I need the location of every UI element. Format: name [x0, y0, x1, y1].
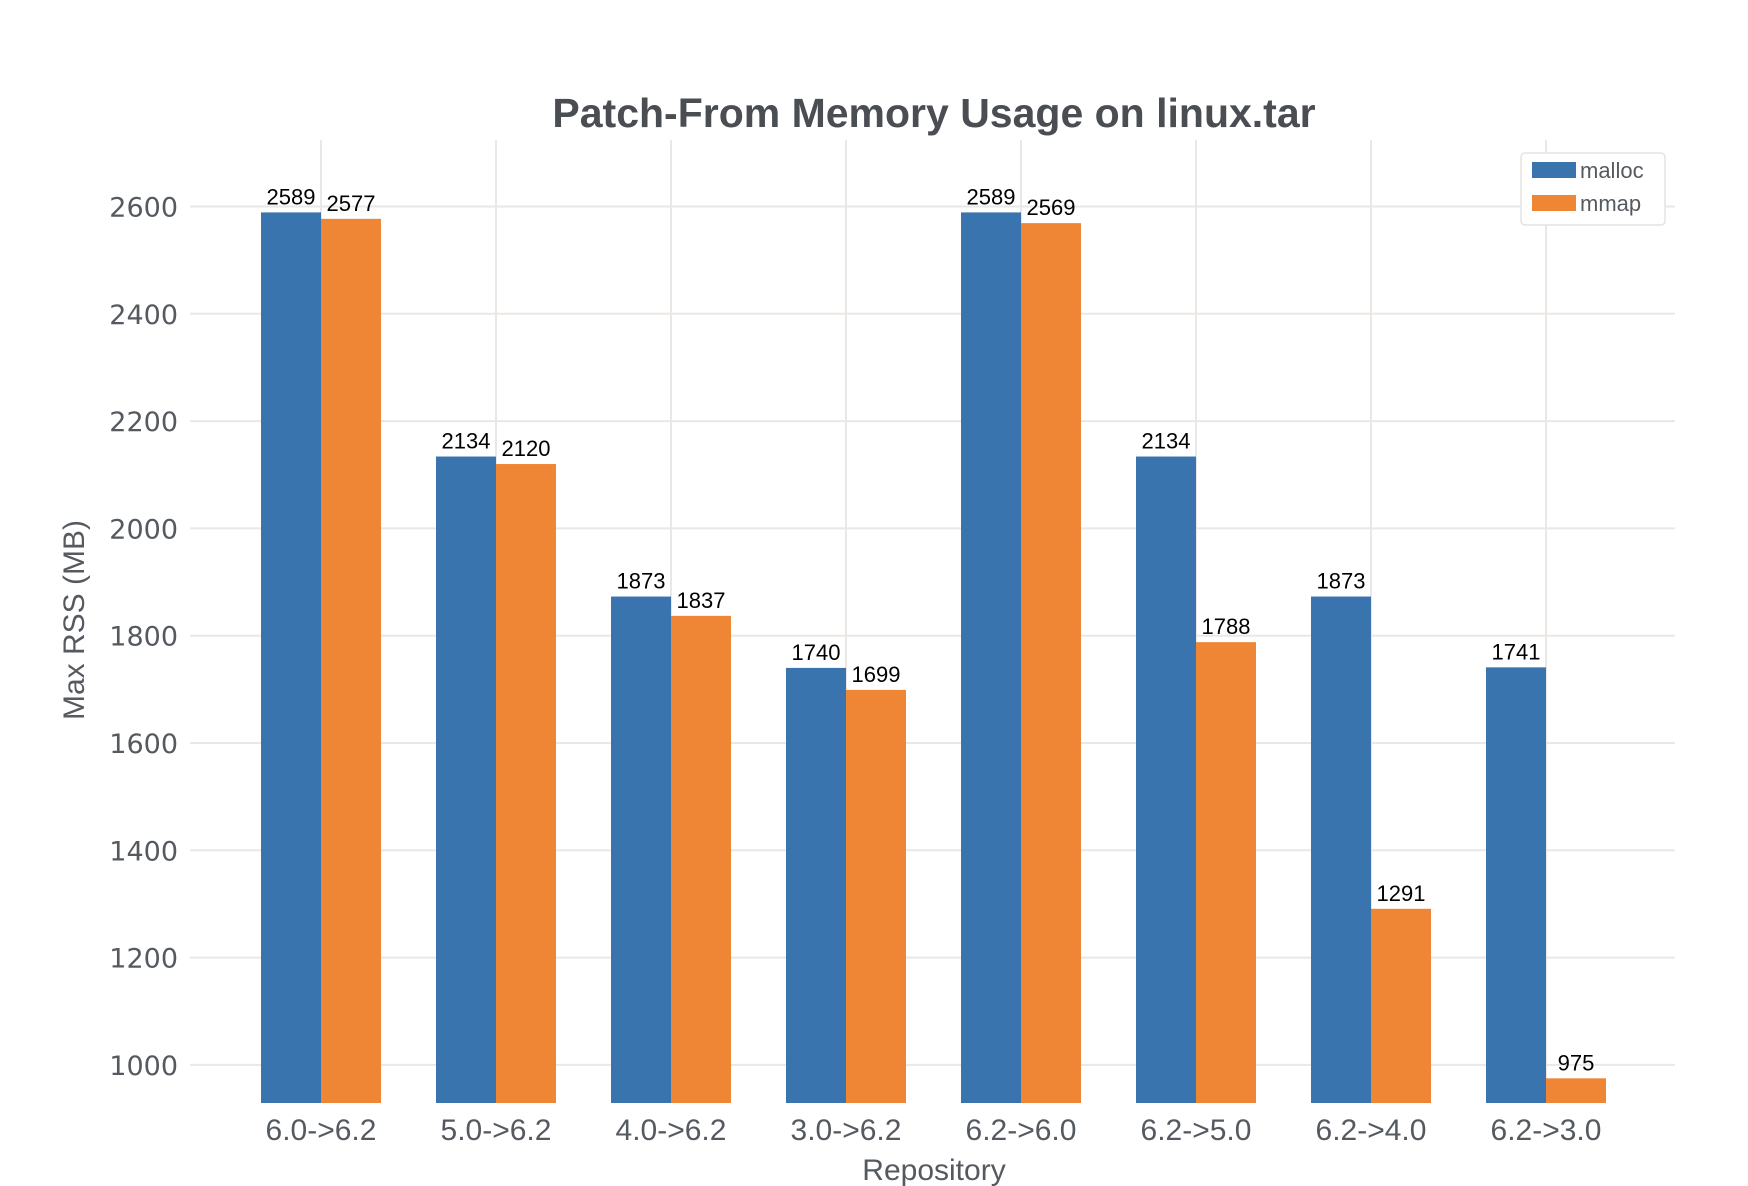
bar-mmap [671, 615, 731, 1103]
legend-swatch-malloc [1532, 162, 1576, 178]
x-tick-label: 6.2->5.0 [1141, 1114, 1252, 1147]
horizontal-gridlines [190, 205, 1675, 1066]
value-label-mmap: 1291 [1377, 881, 1426, 906]
y-tick-label: 1600 [109, 729, 178, 760]
bar-malloc [1486, 667, 1546, 1103]
value-label-malloc: 2134 [1142, 429, 1191, 454]
x-axis-ticks: 6.0->6.2 5.0->6.2 4.0->6.2 3.0->6.2 6.2->6.0… [266, 1114, 1602, 1147]
bar-mmap [1196, 642, 1256, 1103]
bar-malloc [261, 212, 321, 1103]
value-label-malloc: 1741 [1492, 639, 1541, 664]
bars [261, 212, 1606, 1104]
bar-malloc [961, 212, 1021, 1103]
value-labels: 2589 2577 2134 2120 1873 1837 1740 1699 2589 2569… [267, 184, 1595, 1075]
y-axis-ticks: 1000 1200 1400 1600 1800 2000 2200 2400 2600 [109, 193, 178, 1082]
legend-label-mmap: mmap [1580, 191, 1641, 216]
x-tick-label: 6.2->4.0 [1316, 1114, 1427, 1147]
y-tick-label: 1200 [109, 944, 178, 975]
y-tick-label: 2200 [109, 407, 178, 438]
x-tick-label: 6.2->6.0 [966, 1114, 1077, 1147]
x-tick-label: 6.0->6.2 [266, 1114, 377, 1147]
bar-malloc [1311, 596, 1371, 1103]
y-axis-label: Max RSS (MB) [58, 520, 91, 720]
x-tick-label: 3.0->6.2 [791, 1114, 902, 1147]
x-tick-label: 4.0->6.2 [616, 1114, 727, 1147]
y-tick-label: 2600 [109, 193, 178, 224]
value-label-mmap: 975 [1558, 1050, 1595, 1075]
value-label-mmap: 2569 [1027, 195, 1076, 220]
value-label-mmap: 1699 [852, 662, 901, 687]
value-label-malloc: 2134 [442, 429, 491, 454]
value-label-malloc: 2589 [967, 184, 1016, 209]
value-label-mmap: 1837 [677, 588, 726, 613]
bar-mmap [496, 464, 556, 1103]
bar-mmap [1546, 1078, 1606, 1103]
bar-mmap [846, 689, 906, 1103]
value-label-malloc: 2589 [267, 184, 316, 209]
legend-label-malloc: malloc [1580, 158, 1644, 183]
value-label-mmap: 1788 [1202, 614, 1251, 639]
x-axis-label: Repository [862, 1154, 1005, 1186]
y-tick-label: 1000 [109, 1051, 178, 1082]
bar-mmap [1021, 223, 1081, 1103]
y-tick-label: 2000 [109, 514, 178, 545]
y-tick-label: 1800 [109, 622, 178, 653]
value-label-malloc: 1740 [792, 640, 841, 665]
legend-swatch-mmap [1532, 195, 1576, 211]
bar-malloc [1136, 456, 1196, 1104]
x-tick-label: 6.2->3.0 [1491, 1114, 1602, 1147]
y-tick-label: 1400 [109, 836, 178, 867]
value-label-malloc: 1873 [617, 569, 666, 594]
value-label-mmap: 2577 [327, 191, 376, 216]
bar-mmap [1371, 908, 1431, 1103]
bar-malloc [611, 596, 671, 1103]
legend: malloc mmap [1520, 152, 1666, 226]
bar-malloc [786, 667, 846, 1103]
value-label-malloc: 1873 [1317, 569, 1366, 594]
bar-mmap [321, 218, 381, 1103]
y-tick-label: 2400 [109, 300, 178, 331]
x-tick-label: 5.0->6.2 [441, 1114, 552, 1147]
bar-malloc [436, 456, 496, 1104]
chart-title: Patch-From Memory Usage on linux.tar [552, 90, 1315, 136]
value-label-mmap: 2120 [502, 436, 551, 461]
